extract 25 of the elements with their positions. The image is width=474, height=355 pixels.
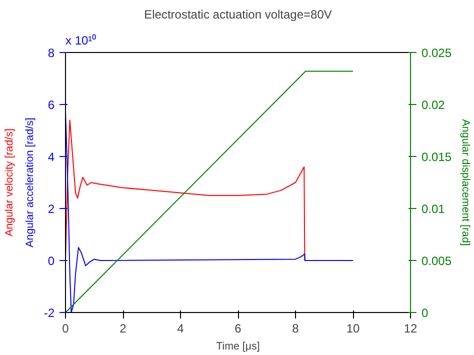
y2-tick-label: 0.005 [422,254,452,268]
y2-tick-label: 0.01 [422,202,446,216]
x-tick-label: 4 [177,322,184,336]
x-tick-label: 6 [234,322,242,336]
x-axis-title: Time [μs] [216,340,260,352]
y2-tick-label: 0 [422,306,428,320]
y-tick-label: 0 [48,254,55,268]
y2-tick-label: 0.02 [422,98,446,112]
y-tick-label: 4 [48,150,55,164]
text: Angular acceleration [rad/s] [24,118,36,248]
x-tick-label: 10 [346,322,360,336]
y-tick-label: 2 [48,202,55,216]
x-tick-label: 0 [62,322,70,336]
y-axis-title: Angular velocity [rad/s] [4,128,16,236]
y2-tick-label: 0.025 [422,46,452,60]
x-tick-label: 2 [120,322,127,336]
y2-axis-title: Angular displacement [rad] [460,119,472,246]
text: x 10¹⁰ [66,34,96,48]
y2-tick-label: 0.015 [422,150,452,164]
chart-title: Electrostatic actuation voltage=80V [144,8,332,22]
y-tick-label: -2 [44,306,55,320]
y-tick-label: 8 [48,46,55,60]
x-tick-label: 8 [292,322,300,336]
x-tick-label: 12 [404,322,418,336]
y-tick-label: 6 [48,98,55,112]
